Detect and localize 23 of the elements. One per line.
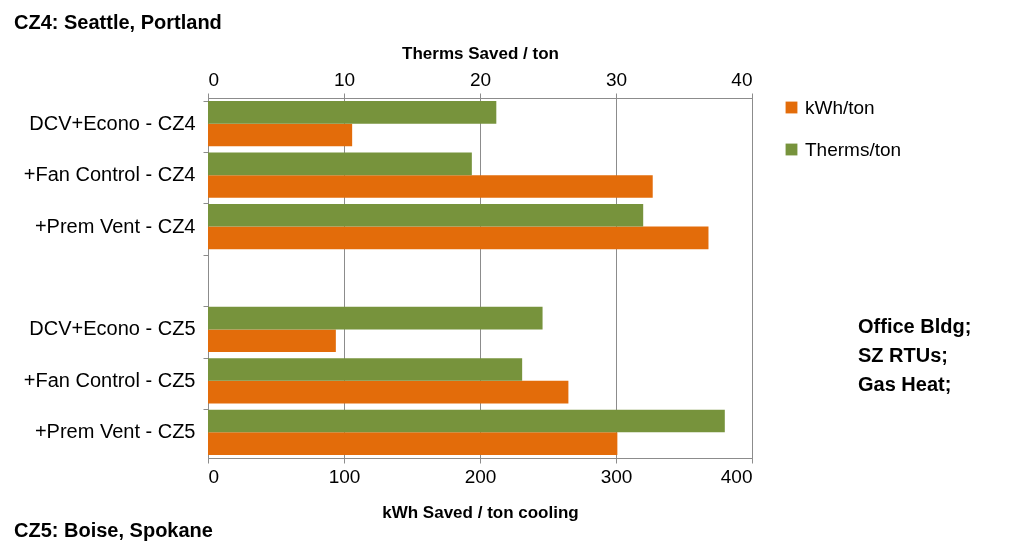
x2-axis-title: Therms Saved / ton — [402, 43, 559, 63]
x2-tick-label: 10 — [333, 68, 356, 90]
legend-label: kWh/ton — [805, 96, 875, 118]
x2-tick-label: 0 — [208, 68, 220, 90]
x-tick-label: 0 — [208, 465, 220, 487]
text: CZ4: Seattle, Portland — [14, 10, 222, 35]
x2-tick-label: 40 — [731, 68, 753, 90]
x-tick-label: 300 — [600, 465, 633, 487]
y-tick-label: +Fan Control - CZ5 — [23, 368, 196, 391]
x-tick-label: 100 — [328, 465, 361, 487]
x2-tick-label: 30 — [605, 68, 628, 90]
y-tick-label: +Fan Control - CZ4 — [23, 163, 196, 186]
text: Office Bldg; SZ RTUs; Gas Heat; — [858, 314, 972, 397]
x-axis-title: kWh Saved / ton cooling — [382, 502, 579, 522]
y-tick-label: DCV+Econo - CZ5 — [29, 317, 196, 340]
x2-tick-label: 20 — [469, 68, 492, 90]
x-tick-label: 200 — [464, 465, 497, 487]
y-tick-label: +Prem Vent - CZ5 — [34, 420, 196, 443]
text: CZ5: Boise, Spokane — [14, 518, 213, 543]
y-tick-label: +Prem Vent - CZ4 — [34, 214, 196, 237]
x-tick-label: 400 — [720, 465, 753, 487]
y-tick-label: DCV+Econo - CZ4 — [29, 111, 196, 134]
legend-label: Therms/ton — [805, 138, 902, 160]
